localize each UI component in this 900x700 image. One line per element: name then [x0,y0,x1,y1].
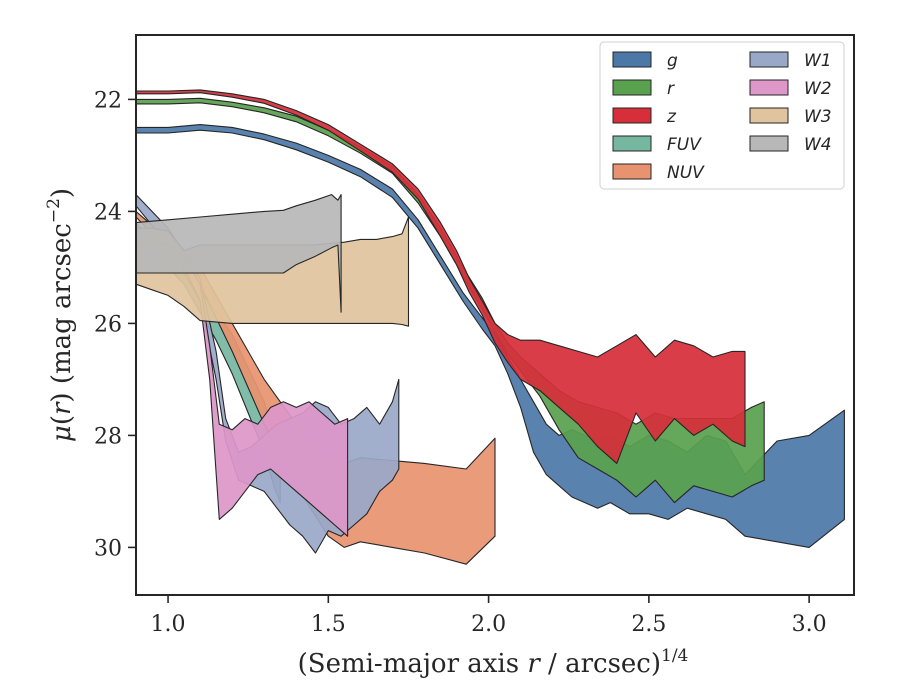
x-tick-label: 3.0 [792,612,827,637]
legend: grz FUV NUV W1 W2 W3 W4 [599,41,845,190]
band-z [135,89,746,464]
legend-label-w1: W1 [804,51,832,71]
legend-label-r: r [667,79,675,99]
band-nuv [135,210,496,565]
x-tick-label: 1.5 [311,612,346,637]
legend-swatch-g [612,51,652,68]
y-tick-label: 24 [94,200,122,225]
legend-label-w3: W3 [804,107,832,127]
x-tick-label: 2.0 [471,612,506,637]
legend-swatch-w1 [749,51,789,68]
band-w4 [135,194,342,313]
y-tick-label: 30 [94,536,122,561]
band-layer [135,89,845,565]
legend-label-z: z [666,107,677,127]
y-tick-label: 26 [94,312,122,337]
y-axis-label: μ(r) (mag arcsec−2) [44,188,77,442]
x-tick-label: 1.0 [151,612,186,637]
plot-frame [135,34,855,596]
legend-swatch-nuv [612,163,652,180]
x-axis-ticks: 1.0 1.5 2.0 2.5 3.0 [151,595,827,637]
svg-text:μ(r) (mag arcsec−2): μ(r) (mag arcsec−2) [44,188,77,442]
svg-text:(Semi-major axis r / arcsec)1/: (Semi-major axis r / arcsec)1/4 [298,646,689,679]
legend-box [599,41,845,190]
y-tick-label: 22 [94,88,122,113]
legend-swatch-w3 [749,107,789,124]
x-axis-label: (Semi-major axis r / arcsec)1/4 [298,646,689,679]
x-tick-label: 2.5 [631,612,666,637]
legend-label-fuv: FUV [667,135,702,155]
legend-label-g: g [667,51,678,71]
legend-swatch-r [612,79,652,96]
legend-label-w2: W2 [804,79,832,99]
legend-swatch-w2 [749,79,789,96]
legend-swatch-fuv [612,135,652,152]
y-tick-label: 28 [94,424,122,449]
y-axis-ticks: 22 24 26 28 30 [94,88,136,561]
legend-swatch-w4 [749,135,789,152]
legend-label-nuv: NUV [667,163,705,183]
band-w2 [135,238,349,537]
legend-label-w4: W4 [804,135,832,155]
legend-swatch-z [612,107,652,124]
